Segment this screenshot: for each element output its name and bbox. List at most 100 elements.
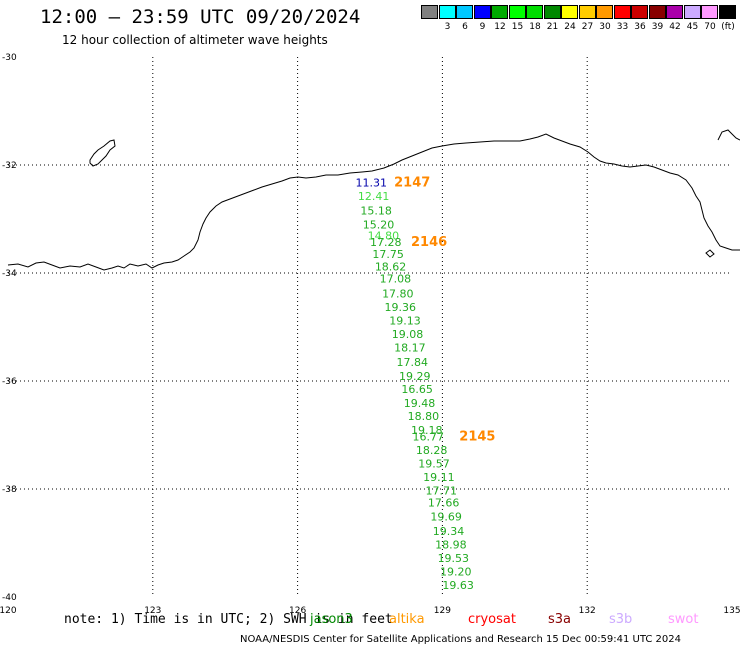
footer-credit: NOAA/NESDIS Center for Satellite Applica… bbox=[240, 634, 682, 645]
footer-note: note: 1) Time is in UTC; 2) SWH is in fe… bbox=[64, 612, 393, 627]
wave-height-value: 15.18 bbox=[360, 205, 392, 218]
legend-label: 24 bbox=[564, 22, 576, 32]
legend-swatch bbox=[421, 5, 438, 19]
legend-swatch bbox=[456, 5, 473, 19]
pass-number-label: 2146 bbox=[411, 235, 447, 250]
wave-height-value: 19.36 bbox=[384, 301, 416, 314]
mission-label-altika: altika bbox=[389, 612, 425, 627]
wave-height-value: 18.98 bbox=[435, 538, 467, 551]
wave-height-value: 18.62 bbox=[375, 260, 407, 273]
wave-height-value: 19.11 bbox=[423, 471, 455, 484]
wave-height-value: 19.20 bbox=[440, 565, 472, 578]
legend-swatch bbox=[701, 5, 718, 19]
legend-swatch bbox=[718, 5, 736, 19]
legend-label: 3 bbox=[444, 22, 451, 32]
legend-label: 18 bbox=[529, 22, 541, 32]
wave-height-value: 15.20 bbox=[363, 219, 395, 232]
lon-tick-label: 120 bbox=[0, 606, 17, 616]
lon-tick-label: 135 bbox=[723, 606, 740, 616]
wave-height-value: 14.80 bbox=[368, 230, 400, 243]
legend-swatch bbox=[666, 5, 683, 19]
legend-swatch bbox=[596, 5, 613, 19]
legend-label: 12 bbox=[494, 22, 506, 32]
legend-label: 6 bbox=[462, 22, 468, 32]
legend-label: 70 bbox=[704, 22, 716, 32]
wave-height-value: 12.41 bbox=[358, 190, 390, 203]
lon-tick-label: 126 bbox=[289, 606, 306, 616]
legend-swatch bbox=[648, 5, 666, 19]
pass-labels: 2147 2146 2145 bbox=[394, 176, 495, 445]
legend-swatch bbox=[631, 5, 648, 19]
page-subtitle: 12 hour collection of altimeter wave hei… bbox=[62, 33, 328, 47]
pass-number-label: 2147 bbox=[394, 176, 430, 191]
coastline-mainland bbox=[7, 133, 740, 271]
mission-label-s3b: s3b bbox=[609, 612, 633, 627]
mission-label-s3a: s3a bbox=[548, 612, 572, 627]
legend-label: 36 bbox=[634, 22, 646, 32]
legend-swatch bbox=[526, 5, 543, 19]
pass-number-label: 2145 bbox=[459, 429, 495, 444]
legend-unit: (ft) bbox=[721, 22, 735, 32]
wave-height-value: 17.28 bbox=[370, 236, 402, 249]
wave-height-value: 18.28 bbox=[416, 444, 448, 457]
wave-height-value: 17.08 bbox=[380, 273, 412, 286]
lat-tick-label: -36 bbox=[2, 377, 17, 387]
lat-tick-label: -32 bbox=[2, 161, 17, 171]
coastline-island-east bbox=[717, 129, 740, 141]
wave-height-value: 17.66 bbox=[428, 496, 460, 509]
legend-swatch bbox=[561, 5, 578, 19]
legend-swatch bbox=[508, 5, 526, 19]
legend-swatch bbox=[491, 5, 508, 19]
wave-height-value: 17.71 bbox=[426, 484, 458, 497]
wave-height-value: 19.08 bbox=[392, 328, 424, 341]
legend-swatch bbox=[683, 5, 701, 19]
wave-height-value: 18.17 bbox=[394, 341, 426, 354]
page-title: 12:00 – 23:59 UTC 09/20/2024 bbox=[40, 6, 361, 28]
lon-tick-label: 123 bbox=[144, 606, 161, 616]
coastline bbox=[7, 129, 740, 271]
wave-height-value: 17.80 bbox=[382, 287, 414, 300]
lon-tick-label: 132 bbox=[579, 606, 596, 616]
legend-swatch bbox=[543, 5, 561, 19]
graticule bbox=[8, 57, 732, 597]
legend-swatch bbox=[613, 5, 631, 19]
wave-height-value: 19.69 bbox=[430, 510, 462, 523]
lat-tick-label: -40 bbox=[2, 593, 17, 603]
legend-label: 21 bbox=[546, 22, 559, 32]
legend-label: 33 bbox=[616, 22, 629, 32]
wave-height-value: 19.48 bbox=[404, 397, 436, 410]
wave-height-value: 16.77 bbox=[412, 430, 444, 443]
mission-label-swot: swot bbox=[668, 612, 699, 627]
legend-label: 30 bbox=[599, 22, 611, 32]
wave-height-value: 19.63 bbox=[442, 579, 474, 592]
wave-height-value: 19.57 bbox=[418, 457, 450, 470]
legend-label: 39 bbox=[651, 22, 664, 32]
legend-label: 9 bbox=[479, 22, 486, 32]
wave-height-value: 19.18 bbox=[411, 424, 443, 437]
wave-height-value: 19.34 bbox=[433, 525, 465, 538]
wave-height-value: 17.75 bbox=[372, 248, 404, 261]
mission-label-jason3: jason3 bbox=[310, 612, 353, 627]
lat-tick-label: -38 bbox=[2, 485, 17, 495]
wave-height-value: 11.31 bbox=[356, 177, 388, 190]
legend-label: 15 bbox=[511, 22, 524, 32]
lon-tick-label: 129 bbox=[434, 606, 451, 616]
coastline-island-west bbox=[89, 139, 116, 167]
legend-swatch bbox=[578, 5, 596, 19]
legend-label: 42 bbox=[669, 22, 681, 32]
legend-label: 45 bbox=[686, 22, 699, 32]
lat-tick-label: -30 bbox=[2, 53, 17, 63]
wave-height-value: 19.53 bbox=[438, 552, 470, 565]
wave-height-value: 17.84 bbox=[397, 356, 429, 369]
legend-swatch bbox=[473, 5, 491, 19]
legend-label: 27 bbox=[581, 22, 594, 32]
wave-height-value: 16.65 bbox=[401, 383, 433, 396]
wave-height-value: 19.13 bbox=[389, 314, 421, 327]
lat-tick-label: -34 bbox=[2, 269, 17, 279]
coastline-islet bbox=[705, 249, 715, 258]
mission-label-cryosat: cryosat bbox=[468, 612, 516, 627]
wave-height-value: 18.80 bbox=[408, 410, 440, 423]
axis-labels: 120 123 126 129 132 135 -30 -32 -34 -36 -38 -40 bbox=[0, 53, 740, 616]
